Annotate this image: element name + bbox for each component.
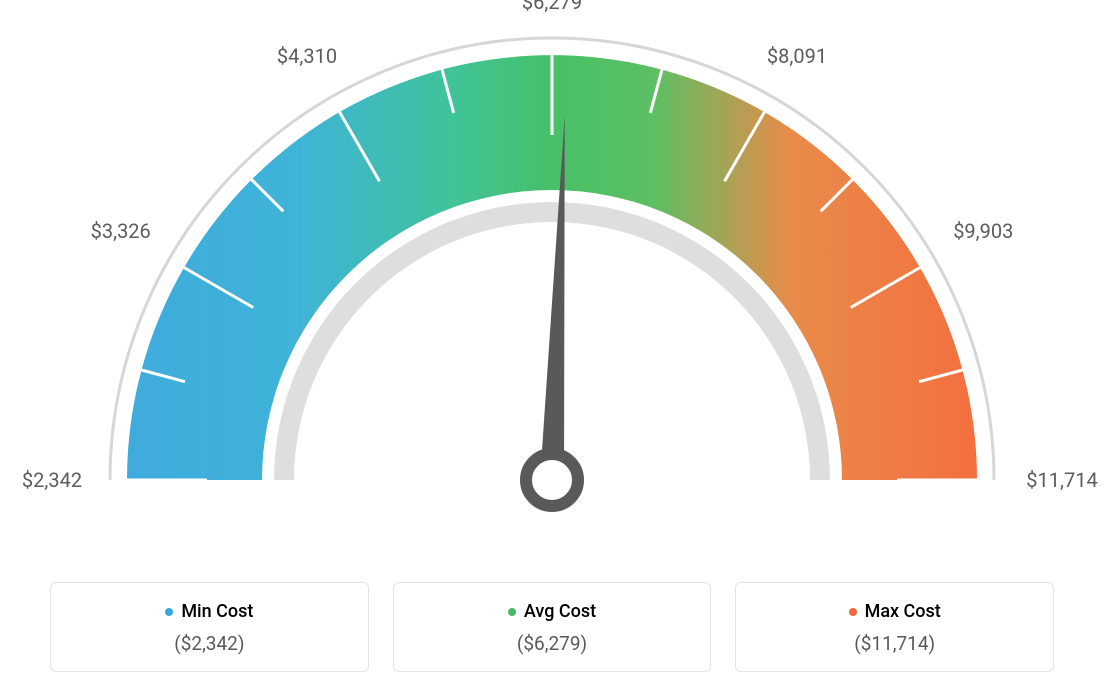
legend-value-avg: ($6,279) <box>406 632 699 655</box>
gauge-tick-label: $9,903 <box>953 219 1013 243</box>
legend-title-max-text: Max Cost <box>865 601 941 622</box>
legend-card-max: Max Cost ($11,714) <box>735 582 1054 673</box>
gauge-tick-label: $4,310 <box>277 44 337 68</box>
legend-title-max: Max Cost <box>849 601 941 622</box>
gauge-chart: $2,342 $3,326 $4,310 $6,279 $8,091 $9,903 $11,… <box>0 0 1104 560</box>
gauge-tick-label: $6,279 <box>522 0 582 14</box>
legend-value-min: ($2,342) <box>63 632 356 655</box>
gauge-tick-label: $11,714 <box>1026 468 1097 492</box>
legend-value-max: ($11,714) <box>748 632 1041 655</box>
legend: Min Cost ($2,342) Avg Cost ($6,279) Max … <box>50 582 1054 673</box>
gauge-svg <box>0 0 1104 560</box>
legend-card-avg: Avg Cost ($6,279) <box>393 582 712 673</box>
legend-title-avg: Avg Cost <box>508 601 596 622</box>
legend-title-min-text: Min Cost <box>181 601 253 622</box>
legend-card-min: Min Cost ($2,342) <box>50 582 369 673</box>
legend-title-avg-text: Avg Cost <box>524 601 596 622</box>
legend-title-min: Min Cost <box>165 601 253 622</box>
gauge-tick-label: $8,091 <box>767 44 827 68</box>
gauge-tick-label: $2,342 <box>22 468 82 492</box>
gauge-tick-label: $3,326 <box>91 219 151 243</box>
dot-avg-icon <box>508 608 516 616</box>
dot-max-icon <box>849 608 857 616</box>
dot-min-icon <box>165 608 173 616</box>
